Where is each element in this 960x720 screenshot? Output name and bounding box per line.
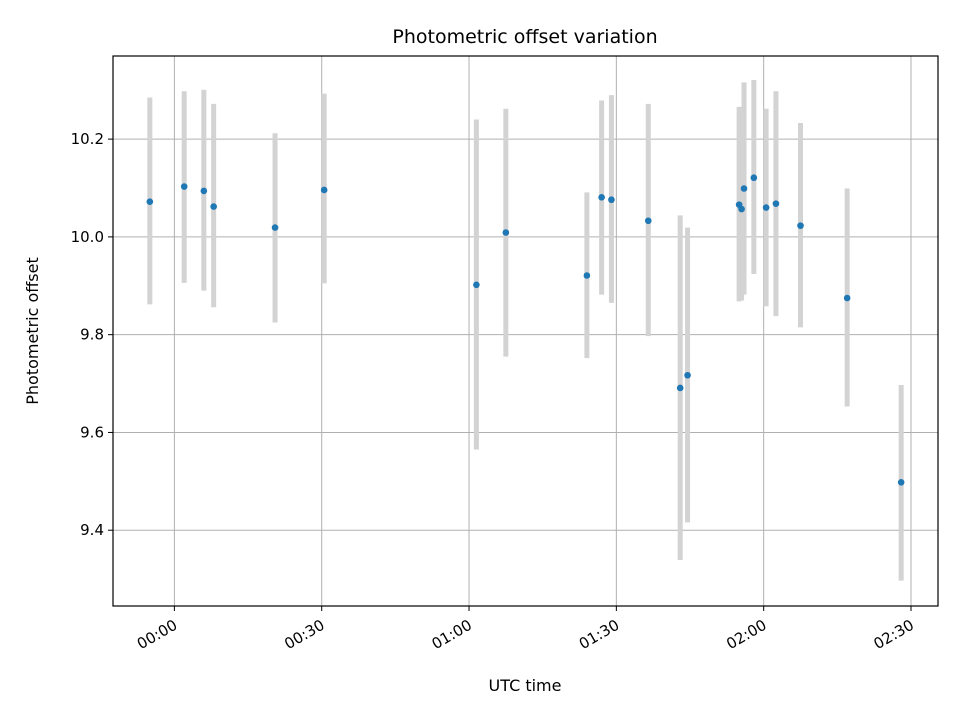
x-axis-title: UTC time [489,676,562,695]
data-point [608,196,615,204]
data-point [200,187,208,195]
data-point [738,205,745,213]
y-axis-title: Photometric offset [23,257,42,405]
data-point [797,222,804,229]
data-point [210,203,217,210]
data-point [843,294,851,302]
x-tick-label: 00:30 [281,616,327,653]
data-point [271,224,279,231]
data-point [598,193,605,201]
data-points [146,174,905,486]
y-tick-label: 9.8 [80,326,104,344]
y-tick-label: 10.0 [71,228,104,246]
data-point [684,371,691,379]
data-point [897,479,905,486]
data-point [583,272,591,279]
y-tick-label: 9.4 [80,521,104,539]
data-point [644,217,652,225]
x-tick-label: 01:00 [429,616,475,653]
data-point [740,185,748,192]
plot-frame [112,55,939,607]
x-tick-label: 02:30 [871,616,917,653]
y-tick-label: 9.6 [80,423,104,441]
y-axis-ticks: 9.4 9.6 9.8 10.0 10.2 [71,130,113,539]
y-tick-label: 10.2 [71,130,104,148]
data-point [473,281,480,289]
data-point [502,229,510,236]
data-point [320,186,328,194]
grid-lines [113,56,938,606]
data-point [762,204,770,211]
data-point [750,174,758,182]
data-point [180,183,188,190]
x-tick-label: 00:00 [134,616,180,653]
error-bars [147,79,904,581]
data-point [146,198,154,205]
data-point [772,200,780,207]
x-tick-label: 02:00 [723,616,769,653]
x-axis-ticks: 00:00 00:30 01:00 01:30 02:00 02:30 [134,606,917,653]
chart-title: Photometric offset variation [392,26,657,48]
x-tick-label: 01:30 [576,616,622,653]
data-point [676,384,684,392]
